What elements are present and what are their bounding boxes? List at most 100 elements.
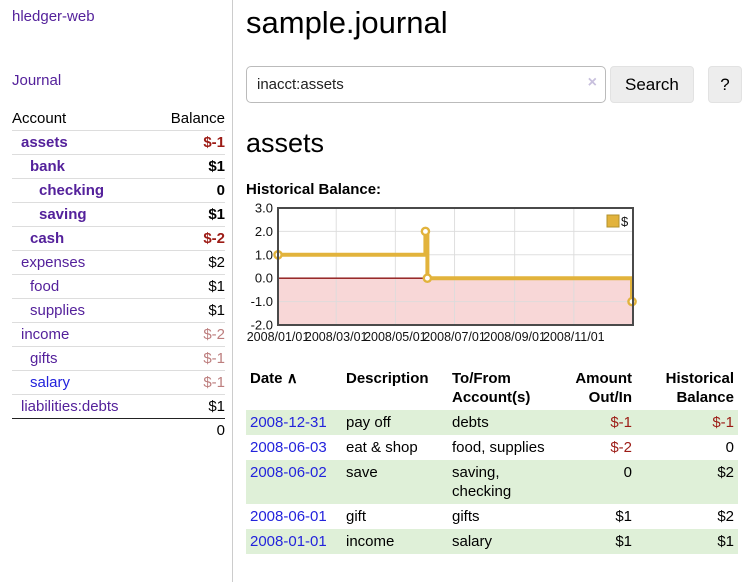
- transaction-description: save: [346, 464, 378, 481]
- accounts-total-row: 0: [12, 418, 225, 442]
- register-header-balance[interactable]: Historical Balance: [665, 370, 734, 406]
- x-tick-label: 2008/05/01: [364, 330, 427, 344]
- transaction-balance: $-1: [712, 414, 734, 431]
- account-balance: $-1: [163, 370, 225, 395]
- account-link[interactable]: saving: [39, 206, 87, 223]
- register-row: 2008-06-01 gift gifts $1 $2: [246, 504, 738, 529]
- account-balance: $1: [163, 298, 225, 323]
- transaction-accounts: gifts: [452, 508, 480, 525]
- transaction-amount: $1: [615, 508, 632, 525]
- register-header-date[interactable]: Date ∧: [246, 366, 342, 410]
- clear-search-icon[interactable]: ×: [587, 74, 597, 91]
- help-button[interactable]: ?: [707, 66, 742, 103]
- account-row: food $1: [12, 274, 225, 299]
- account-link[interactable]: cash: [30, 230, 65, 247]
- y-tick-label: 2.0: [255, 224, 273, 239]
- transaction-description: pay off: [346, 414, 391, 431]
- transaction-balance: $1: [717, 533, 734, 550]
- account-row: assets $-1: [12, 130, 225, 155]
- account-row: income $-2: [12, 322, 225, 347]
- account-row: bank $1: [12, 154, 225, 179]
- accounts-header-balance: Balance: [163, 107, 225, 131]
- account-link[interactable]: salary: [30, 374, 71, 391]
- account-balance: $1: [163, 274, 225, 299]
- account-link[interactable]: supplies: [30, 302, 86, 319]
- y-tick-label: 0.0: [255, 271, 273, 286]
- transaction-accounts: saving, checking: [452, 464, 512, 500]
- account-row: gifts $-1: [12, 346, 225, 371]
- account-balance: $1: [163, 154, 225, 179]
- search-input[interactable]: [246, 66, 606, 103]
- account-link[interactable]: income: [21, 326, 70, 343]
- transaction-date-link[interactable]: 2008-01-01: [250, 533, 327, 550]
- account-link[interactable]: liabilities:debts: [21, 398, 119, 415]
- account-heading: assets: [246, 128, 325, 158]
- register-header-accounts[interactable]: To/From Account(s): [452, 370, 531, 406]
- y-tick-label: 1.0: [255, 247, 273, 262]
- register-header-description[interactable]: Description: [346, 370, 429, 387]
- transaction-balance: $2: [717, 508, 734, 525]
- transaction-balance: 0: [725, 439, 734, 456]
- transaction-amount: 0: [623, 464, 632, 481]
- account-row: liabilities:debts $1: [12, 395, 225, 419]
- x-tick-label: 2008/09/01: [483, 330, 546, 344]
- account-link[interactable]: gifts: [30, 350, 58, 367]
- accounts-total-spacer: [12, 418, 163, 442]
- register-row: 2008-01-01 income salary $1 $1: [246, 529, 738, 554]
- account-balance: $-1: [163, 346, 225, 371]
- accounts-header-account: Account: [12, 107, 163, 131]
- sidebar-item-journal[interactable]: Journal: [12, 72, 62, 89]
- transaction-accounts: salary: [452, 533, 493, 550]
- x-tick-label: 2008/03/01: [305, 330, 368, 344]
- account-link[interactable]: food: [30, 278, 60, 295]
- account-balance: $2: [163, 250, 225, 275]
- account-row: checking 0: [12, 178, 225, 203]
- account-balance: $-1: [163, 130, 225, 155]
- transaction-accounts: food, supplies: [452, 439, 545, 456]
- chart-title: Historical Balance:: [246, 181, 382, 198]
- plot-border: [277, 207, 634, 326]
- account-link[interactable]: expenses: [21, 254, 86, 271]
- account-balance: $1: [208, 398, 225, 415]
- y-tick-label: 3.0: [255, 202, 273, 216]
- accounts-table: Account Balance assets $-1 bank $1 check…: [12, 107, 225, 442]
- search-input-wrap: ×: [246, 66, 606, 103]
- transaction-description: income: [346, 533, 395, 550]
- register-row: 2008-06-02 save saving, checking 0 $2: [246, 460, 738, 504]
- register-row: 2008-06-03 eat & shop food, supplies $-2…: [246, 435, 738, 460]
- transaction-description: eat & shop: [346, 439, 418, 456]
- x-tick-label: 2008/11/01: [543, 330, 605, 344]
- page-title: sample.journal: [246, 5, 448, 40]
- account-balance: 0: [163, 178, 225, 203]
- data-point: [422, 273, 433, 283]
- register-row: 2008-12-31 pay off debts $-1 $-1: [246, 410, 738, 435]
- search-form: × Search ?: [246, 66, 742, 103]
- transaction-date-link[interactable]: 2008-06-03: [250, 439, 327, 456]
- transaction-balance: $2: [717, 464, 734, 481]
- legend-label: $: [621, 214, 629, 229]
- account-link[interactable]: bank: [30, 158, 66, 175]
- account-balance: $1: [163, 202, 225, 227]
- register-table: Date ∧ Description To/From Account(s) Am…: [246, 366, 738, 554]
- y-tick-label: -1.0: [251, 294, 273, 309]
- historical-balance-chart[interactable]: 3.0 2.0 1.0 0.0 -1.0 -2.02008/01/012008/03/01…: [240, 202, 740, 350]
- transaction-amount: $-1: [610, 414, 632, 431]
- legend-swatch: [606, 214, 620, 228]
- app-title-link[interactable]: hledger-web: [12, 8, 95, 25]
- account-link[interactable]: assets: [21, 134, 68, 151]
- register-header-amount[interactable]: Amount Out/In: [575, 370, 632, 406]
- account-link[interactable]: checking: [39, 182, 105, 199]
- x-tick-label: 2008/07/01: [423, 330, 486, 344]
- search-button[interactable]: Search: [610, 66, 694, 103]
- transaction-description: gift: [346, 508, 367, 525]
- data-point: [420, 226, 431, 237]
- x-tick-label: 2008/01/01: [247, 330, 310, 344]
- date-header-label: Date: [250, 370, 283, 387]
- account-row: cash $-2: [12, 226, 225, 251]
- account-row: expenses $2: [12, 250, 225, 275]
- transaction-date-link[interactable]: 2008-12-31: [250, 414, 327, 431]
- transaction-date-link[interactable]: 2008-06-02: [250, 464, 327, 481]
- transaction-date-link[interactable]: 2008-06-01: [250, 508, 327, 525]
- account-row: salary $-1: [12, 370, 225, 395]
